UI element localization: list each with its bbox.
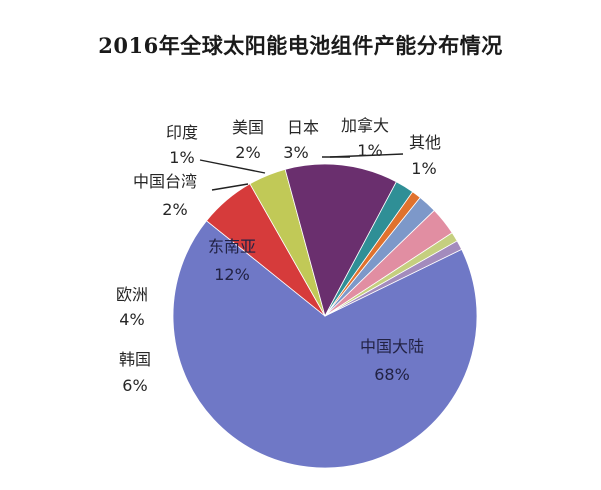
slice-label: 美国 [232, 118, 264, 137]
slice-label: 欧洲 [116, 285, 148, 304]
leader-line [329, 153, 404, 158]
pie-slice-1 [172, 220, 478, 469]
slice-percent-label: 1% [411, 159, 436, 178]
slice-label: 东南亚 [208, 237, 256, 256]
slice-label: 韩国 [119, 350, 151, 369]
slice-label: 加拿大 [341, 116, 389, 135]
slice-label: 日本 [287, 118, 319, 137]
slice-label: 其他 [409, 133, 441, 152]
slice-percent-label: 3% [283, 143, 308, 162]
slice-percent-label: 1% [357, 141, 382, 160]
pie-slice-4 [284, 163, 397, 318]
slice-label: 印度 [166, 123, 198, 142]
chart-title: 2016年全球太阳能电池组件产能分布情况 [98, 33, 503, 58]
slice-percent-label: 68% [374, 365, 410, 384]
slice-percent-label: 2% [235, 143, 260, 162]
leader-line [211, 183, 249, 191]
slice-percent-label: 6% [122, 376, 147, 395]
leader-line [199, 159, 266, 174]
slice-label: 中国大陆 [360, 337, 424, 356]
pie-slice-10 [324, 240, 463, 317]
slice-percent-label: 2% [162, 200, 187, 219]
slice-percent-label: 1% [169, 148, 194, 167]
slice-percent-label: 12% [214, 265, 250, 284]
slice-percent-label: 4% [119, 310, 144, 329]
slice-label: 中国台湾 [133, 172, 197, 191]
